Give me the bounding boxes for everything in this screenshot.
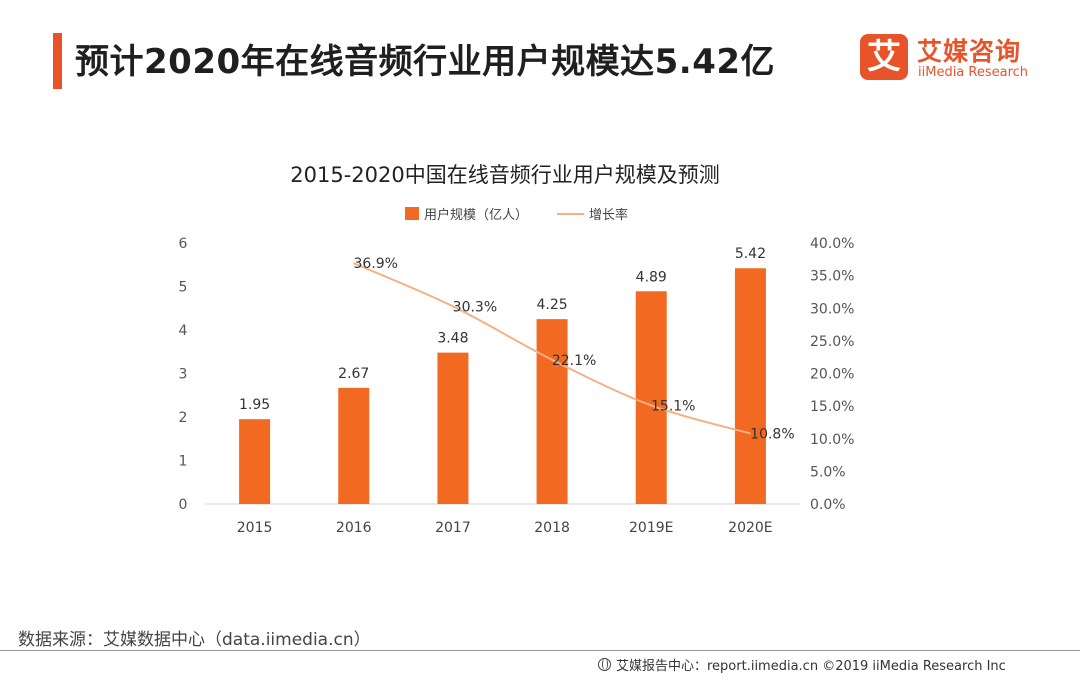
bar-user-scale	[635, 291, 667, 504]
y-left-tick-label: 2	[179, 410, 188, 426]
legend-bar-swatch	[405, 207, 419, 220]
y-left-tick-label: 5	[179, 280, 188, 296]
bar-user-scale	[734, 268, 766, 504]
logo-name: 艾媒咨询	[917, 37, 1022, 66]
y-right-tick-label: 5.0%	[810, 464, 846, 480]
growth-rate-point	[650, 404, 652, 406]
y-left-tick-label: 3	[179, 367, 188, 383]
legend-bar-label: 用户规模（亿人）	[424, 207, 528, 223]
footer-credit: 艾媒报告中心：report.iimedia.cn ©2019 iiMedia R…	[598, 655, 1006, 674]
growth-rate-label: 15.1%	[651, 398, 695, 414]
y-right-tick-label: 15.0%	[810, 399, 854, 415]
page-title: 预计2020年在线音频行业用户规模达5.42亿	[75, 42, 776, 82]
y-left-tick-label: 4	[179, 323, 188, 339]
y-left-tick-label: 6	[179, 236, 188, 252]
chart-title: 2015-2020中国在线音频行业用户规模及预测	[290, 163, 719, 187]
growth-rate-label: 30.3%	[453, 299, 497, 315]
y-right-tick-label: 30.0%	[810, 301, 854, 317]
growth-rate-point	[749, 433, 751, 435]
bar-user-scale	[239, 419, 271, 504]
x-tick-label: 2018	[534, 520, 570, 536]
growth-rate-label: 36.9%	[354, 256, 398, 272]
y-right-tick-label: 40.0%	[810, 236, 854, 252]
x-tick-label: 2019E	[629, 520, 673, 536]
data-source-note: 数据来源：艾媒数据中心（data.iimedia.cn）	[18, 630, 371, 650]
bar-value-label: 3.48	[437, 331, 468, 347]
growth-rate-point	[551, 359, 553, 361]
x-tick-label: 2020E	[728, 520, 772, 536]
y-left-tick-label: 1	[179, 454, 188, 470]
bar-value-label: 5.42	[735, 246, 766, 262]
logo-mark-icon: 艾	[860, 34, 908, 80]
growth-rate-label: 10.8%	[750, 427, 794, 443]
footer-divider	[0, 650, 1080, 651]
growth-rate-point	[452, 305, 454, 307]
x-tick-label: 2017	[435, 520, 471, 536]
y-right-tick-label: 0.0%	[810, 497, 846, 513]
brand-logo: 艾 艾媒咨询 iiMedia Research	[860, 30, 1060, 90]
y-right-tick-label: 25.0%	[810, 334, 854, 350]
bar-user-scale	[437, 352, 469, 504]
footer-credit-text: 艾媒报告中心：report.iimedia.cn ©2019 iiMedia R…	[616, 659, 1006, 674]
legend-line-label: 增长率	[589, 207, 628, 223]
globe-icon	[598, 658, 611, 671]
growth-rate-point	[353, 262, 355, 264]
bar-value-label: 2.67	[338, 366, 369, 382]
y-left-tick-label: 0	[179, 497, 188, 513]
title-accent-bar	[53, 33, 62, 89]
y-right-tick-label: 20.0%	[810, 367, 854, 383]
growth-rate-label: 22.1%	[552, 353, 596, 369]
bar-value-label: 4.89	[636, 269, 667, 285]
bar-user-scale	[338, 387, 370, 504]
x-tick-label: 2015	[237, 520, 273, 536]
y-right-tick-label: 35.0%	[810, 269, 854, 285]
bar-value-label: 1.95	[239, 397, 270, 413]
logo-subname: iiMedia Research	[918, 65, 1029, 80]
bar-value-label: 4.25	[536, 297, 567, 313]
y-right-tick-label: 10.0%	[810, 432, 854, 448]
bar-user-scale	[536, 319, 568, 504]
x-tick-label: 2016	[336, 520, 372, 536]
